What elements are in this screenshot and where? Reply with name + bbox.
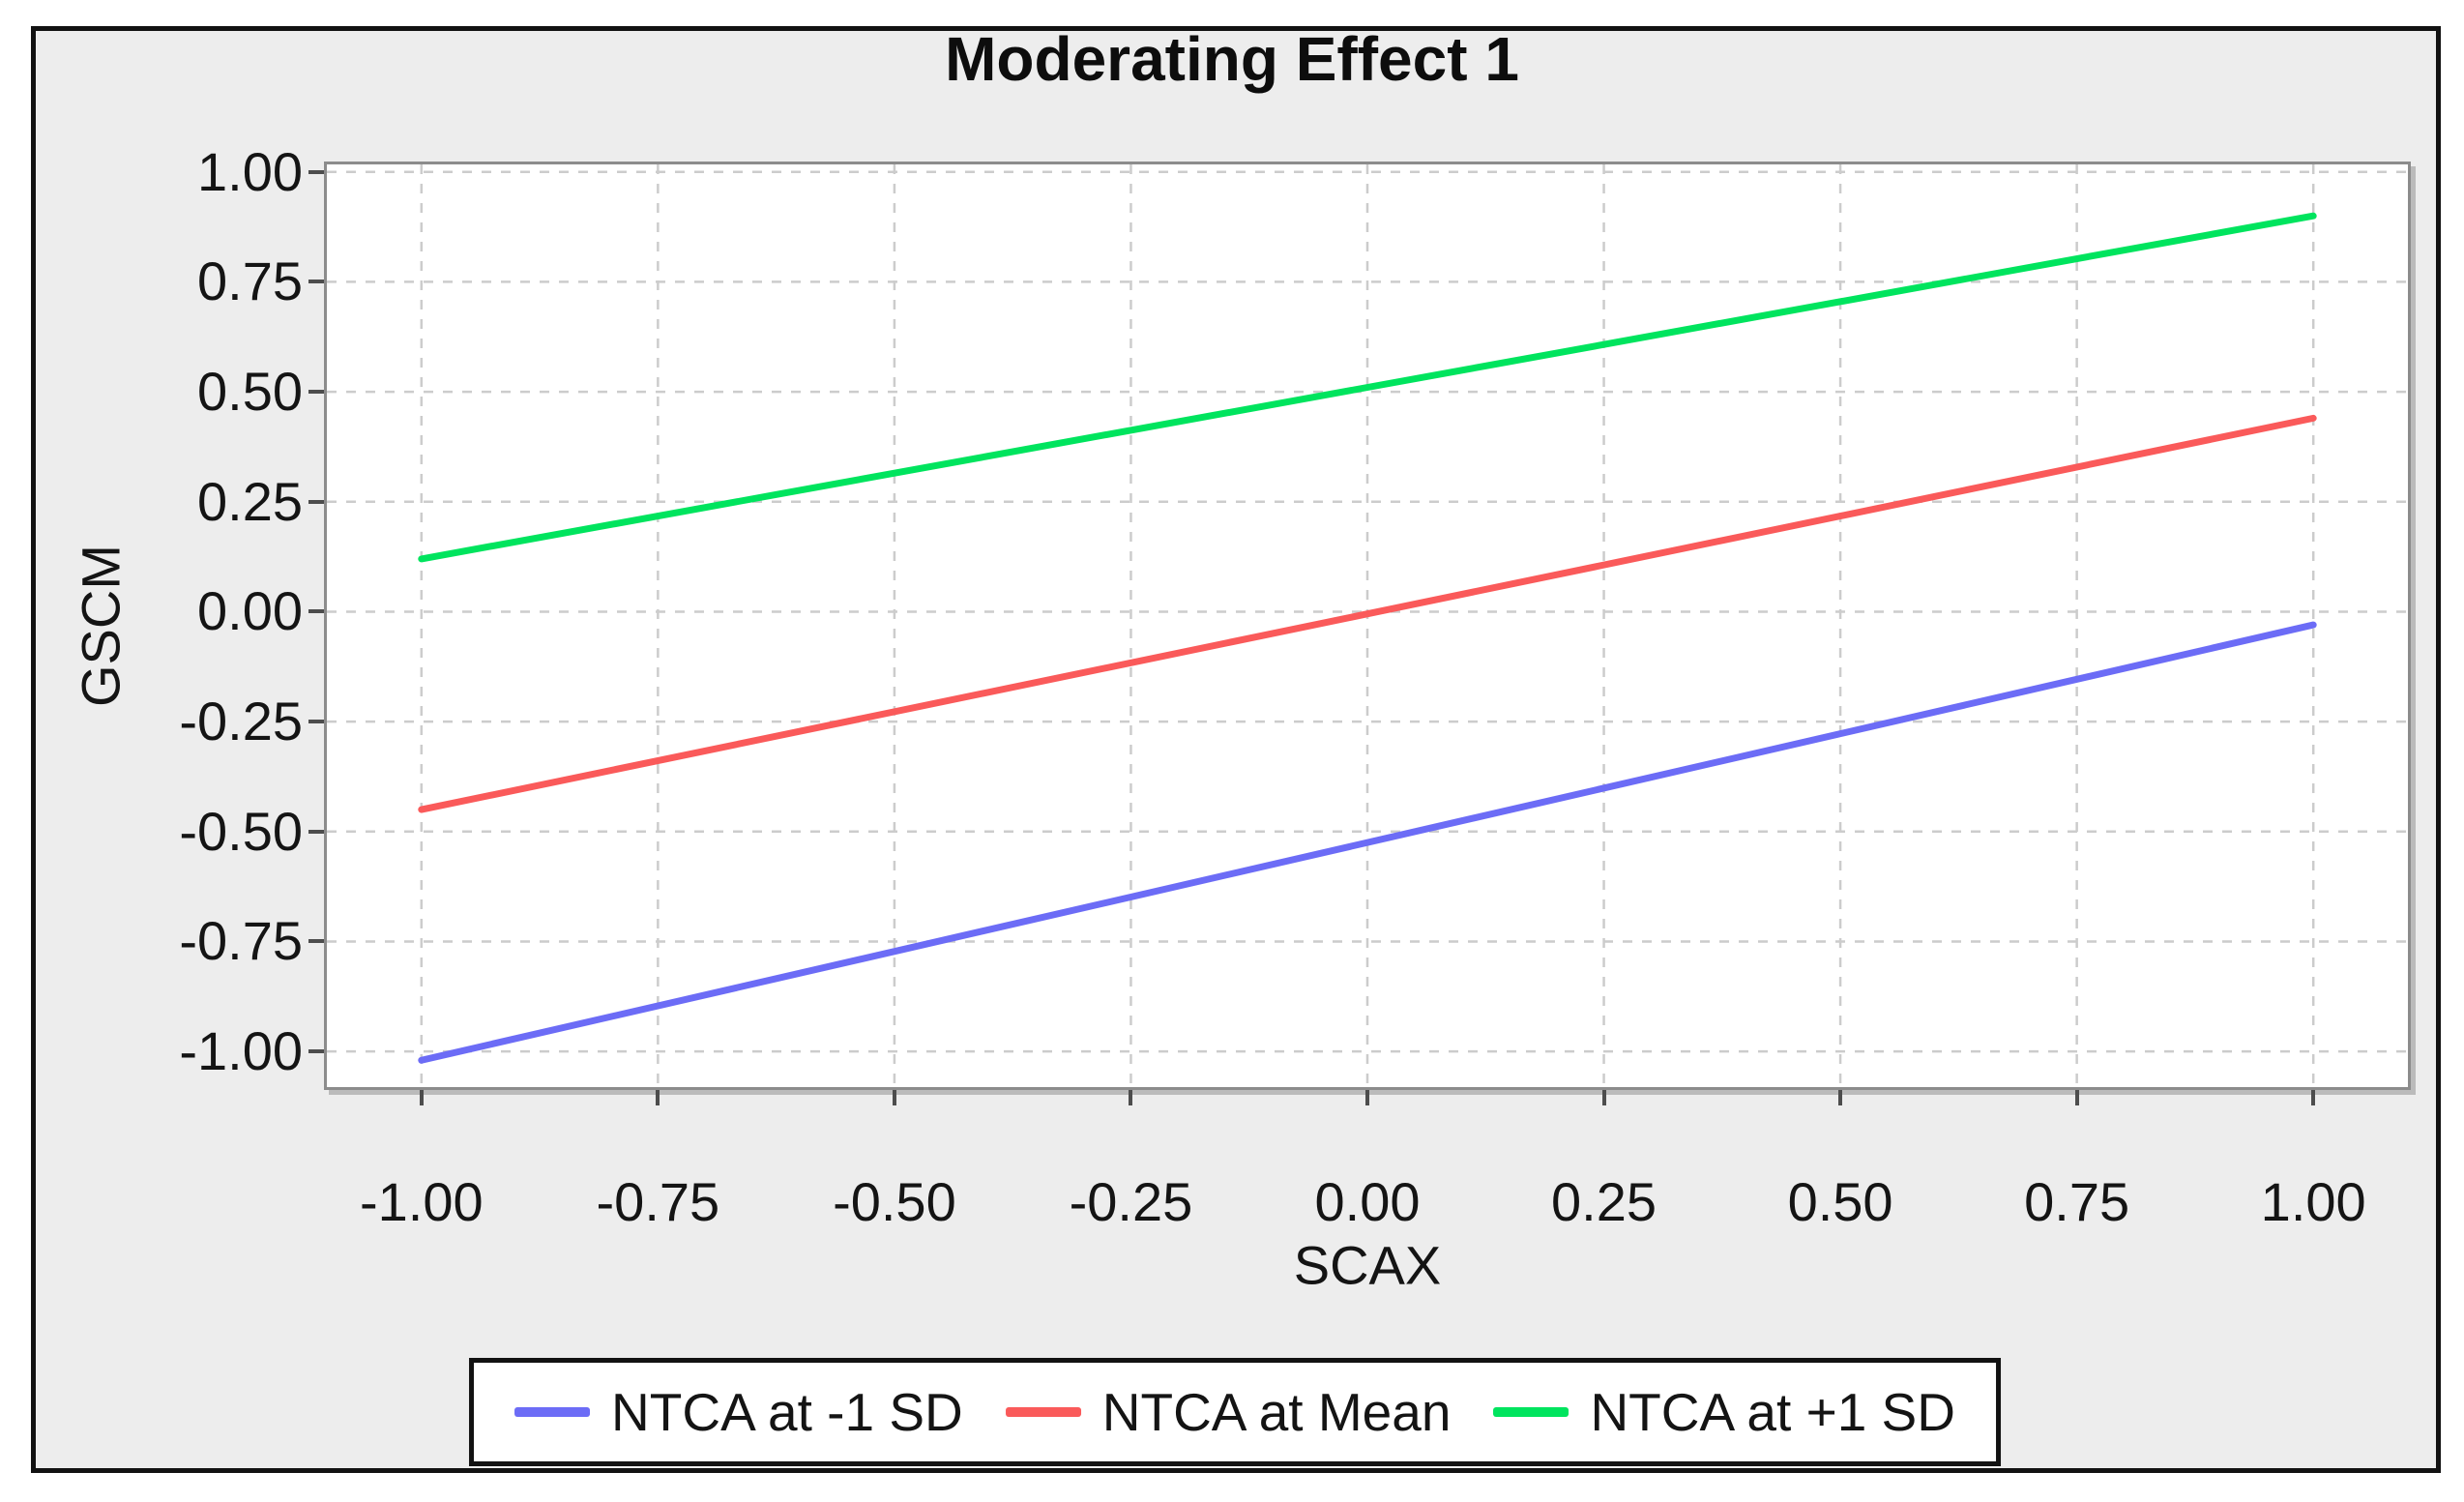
x-axis-title: SCAX [1293, 1234, 1442, 1296]
line-chart-svg [327, 164, 2408, 1087]
y-tick-label: 0.75 [197, 250, 303, 312]
x-tick-mark [2074, 1090, 2079, 1105]
x-tick-label: -1.00 [359, 1171, 484, 1232]
x-tick-mark [1601, 1090, 1606, 1105]
series-line-ntca-at-1-sd [418, 212, 2317, 563]
y-axis-title: GSCM [70, 545, 132, 707]
legend-label: NTCA at Mean [1101, 1382, 1452, 1442]
legend-label: NTCA at +1 SD [1590, 1382, 1955, 1442]
x-tick-mark [892, 1090, 896, 1105]
y-tick-mark [308, 499, 324, 504]
y-tick-mark [308, 829, 324, 834]
x-tick-label: 0.25 [1551, 1171, 1657, 1232]
series-lines [418, 212, 2317, 1064]
series-line-ntca-at-mean [418, 414, 2317, 813]
x-tick-label: -0.75 [596, 1171, 720, 1232]
x-tick-mark [656, 1090, 660, 1105]
x-tick-mark [419, 1090, 424, 1105]
x-tick-mark [1129, 1090, 1133, 1105]
y-tick-mark [308, 720, 324, 724]
y-tick-mark [308, 939, 324, 944]
x-tick-mark [1365, 1090, 1369, 1105]
y-tick-label: 1.00 [197, 140, 303, 202]
y-tick-label: 0.50 [197, 361, 303, 423]
x-tick-label: -0.25 [1069, 1171, 1193, 1232]
x-tick-label: 0.00 [1314, 1171, 1421, 1232]
plot-area [324, 162, 2411, 1090]
y-tick-label: -1.00 [179, 1020, 303, 1082]
chart-legend: NTCA at -1 SD NTCA at Mean NTCA at +1 SD [469, 1358, 2001, 1466]
y-tick-mark [308, 1049, 324, 1054]
x-tick-mark [2311, 1090, 2316, 1105]
legend-line-swatch [514, 1407, 591, 1417]
x-tick-mark [1838, 1090, 1843, 1105]
y-tick-mark [308, 609, 324, 614]
x-tick-label: 1.00 [2260, 1171, 2366, 1232]
legend-label: NTCA at -1 SD [611, 1382, 963, 1442]
legend-line-swatch [1005, 1407, 1081, 1417]
chart-title: Moderating Effect 1 [945, 24, 1519, 94]
x-tick-label: -0.50 [833, 1171, 956, 1232]
x-tick-label: 0.50 [1787, 1171, 1893, 1232]
legend-item-ntca-at-1-sd: NTCA at +1 SD [1493, 1381, 1955, 1443]
y-tick-label: -0.50 [179, 800, 303, 862]
legend-item-ntca-at-1-sd: NTCA at -1 SD [514, 1381, 963, 1443]
y-tick-label: 0.25 [197, 470, 303, 532]
y-tick-mark [308, 280, 324, 284]
y-tick-mark [308, 390, 324, 395]
gridlines [327, 164, 2408, 1087]
y-tick-mark [308, 169, 324, 174]
series-line-ntca-at-1-sd [418, 621, 2317, 1064]
y-tick-label: -0.25 [179, 691, 303, 752]
x-tick-label: 0.75 [2024, 1171, 2130, 1232]
legend-line-swatch [1493, 1407, 1569, 1417]
y-tick-label: -0.75 [179, 910, 303, 972]
y-tick-label: 0.00 [197, 580, 303, 642]
legend-item-ntca-at-mean: NTCA at Mean [1005, 1381, 1452, 1443]
